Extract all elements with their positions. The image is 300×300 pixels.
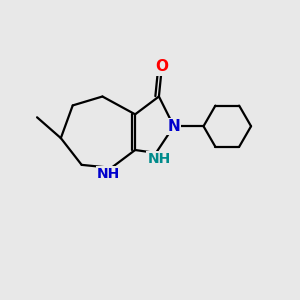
Text: N: N (167, 119, 180, 134)
Text: O: O (155, 59, 168, 74)
Text: NH: NH (147, 152, 170, 166)
Text: NH: NH (97, 167, 120, 181)
